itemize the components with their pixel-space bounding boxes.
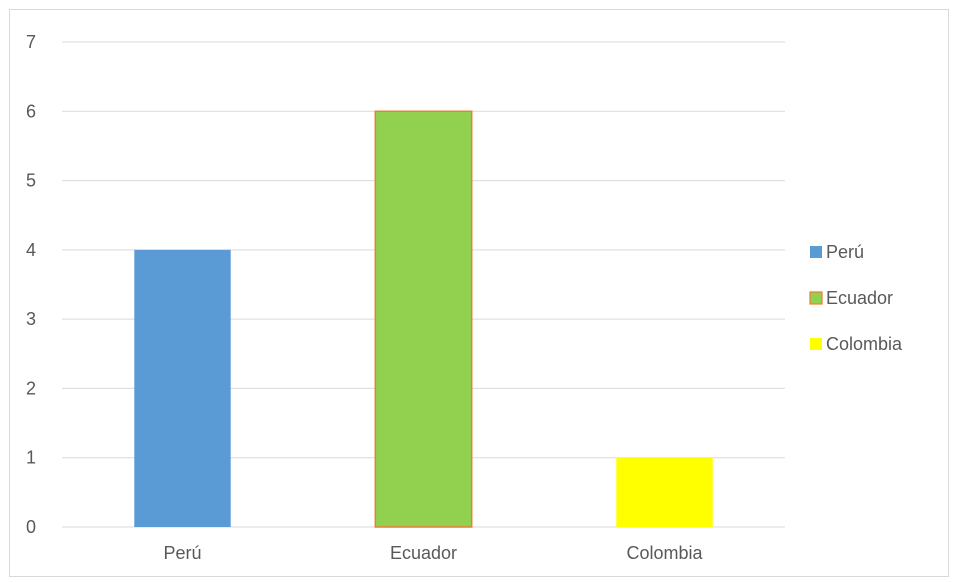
- bar-chart: 0 1 2 3 4 5 6 7 Perú Ecuador Colombia Perú Ecuador…: [26, 32, 903, 563]
- legend-swatch-1: [810, 246, 822, 258]
- x-axis-tick-labels: Perú Ecuador Colombia: [163, 543, 703, 563]
- y-tick-label-2: 2: [26, 378, 36, 398]
- legend: Perú Ecuador Colombia: [809, 242, 903, 354]
- x-tick-label-2: Ecuador: [390, 543, 457, 563]
- legend-label-1: Perú: [826, 242, 864, 262]
- bar-ecuador[interactable]: [374, 110, 473, 528]
- y-tick-label-6: 6: [26, 101, 36, 121]
- y-tick-label-5: 5: [26, 171, 36, 191]
- chart-frame: 0 1 2 3 4 5 6 7 Perú Ecuador Colombia Perú Ecuador…: [9, 9, 949, 577]
- legend-swatch-3: [810, 338, 822, 350]
- bar-peru[interactable]: [134, 249, 231, 527]
- y-tick-label-4: 4: [26, 240, 36, 260]
- bar-colombia[interactable]: [616, 457, 713, 527]
- y-tick-label-1: 1: [26, 448, 36, 468]
- y-tick-label-3: 3: [26, 309, 36, 329]
- x-tick-label-3: Colombia: [626, 543, 703, 563]
- legend-swatch-2: [809, 291, 823, 305]
- x-tick-label-1: Perú: [163, 543, 201, 563]
- y-tick-label-0: 0: [26, 517, 36, 537]
- y-axis-tick-labels: 0 1 2 3 4 5 6 7: [26, 32, 36, 537]
- legend-label-3: Colombia: [826, 334, 903, 354]
- legend-label-2: Ecuador: [826, 288, 893, 308]
- bars: [134, 110, 713, 528]
- y-tick-label-7: 7: [26, 32, 36, 52]
